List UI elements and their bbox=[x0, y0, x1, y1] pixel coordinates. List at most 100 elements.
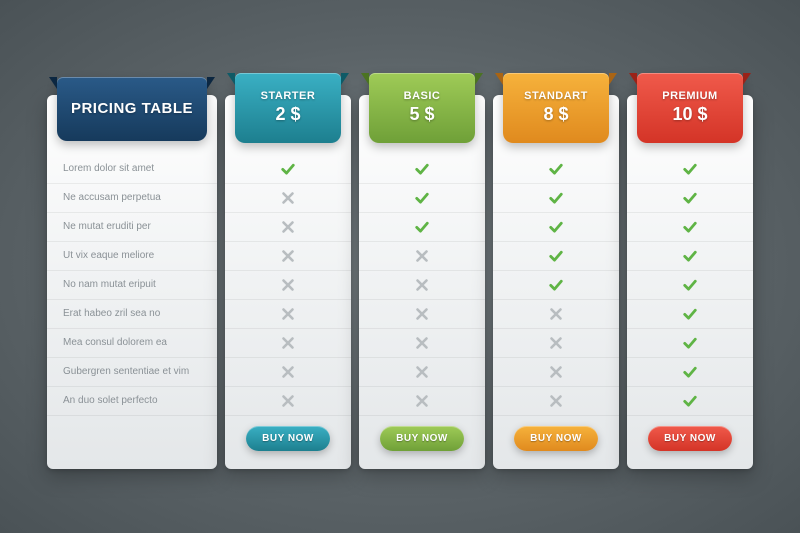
cross-icon bbox=[547, 334, 565, 352]
pricing-table: PRICING TABLE Lorem dolor sit amet Ne ac… bbox=[47, 65, 753, 469]
plan-cell bbox=[493, 300, 619, 329]
plan-cell bbox=[627, 300, 753, 329]
plan-cell bbox=[627, 358, 753, 387]
cross-icon bbox=[547, 392, 565, 410]
plan-cell bbox=[225, 184, 351, 213]
cross-icon bbox=[279, 218, 297, 236]
buy-now-button[interactable]: BUY NOW bbox=[648, 426, 732, 451]
cross-icon bbox=[413, 276, 431, 294]
check-icon bbox=[681, 218, 699, 236]
check-icon bbox=[547, 189, 565, 207]
cross-icon bbox=[279, 305, 297, 323]
check-icon bbox=[681, 276, 699, 294]
plan-cell bbox=[225, 242, 351, 271]
plan-name: BASIC bbox=[404, 90, 441, 102]
plan-body: BUY NOW bbox=[359, 95, 485, 469]
plan-cell bbox=[493, 358, 619, 387]
check-icon bbox=[547, 160, 565, 178]
check-icon bbox=[413, 160, 431, 178]
feature-row: Erat habeo zril sea no bbox=[47, 300, 217, 329]
plan-price: 8 $ bbox=[543, 104, 568, 125]
cross-icon bbox=[413, 392, 431, 410]
check-icon bbox=[547, 218, 565, 236]
check-icon bbox=[681, 392, 699, 410]
cross-icon bbox=[547, 363, 565, 381]
buy-button-wrap: BUY NOW bbox=[225, 416, 351, 455]
check-icon bbox=[279, 160, 297, 178]
plan-price: 2 $ bbox=[275, 104, 300, 125]
plan-ribbon: STARTER 2 $ bbox=[235, 73, 341, 143]
plan-cell bbox=[627, 387, 753, 416]
check-icon bbox=[681, 160, 699, 178]
plan-cell bbox=[359, 329, 485, 358]
plan-column-basic: BASIC5 $BUY NOW bbox=[359, 95, 485, 469]
plan-cell bbox=[493, 213, 619, 242]
features-list: Lorem dolor sit amet Ne accusam perpetua… bbox=[47, 95, 217, 469]
plan-name: STANDART bbox=[524, 90, 588, 102]
buy-now-button[interactable]: BUY NOW bbox=[514, 426, 598, 451]
check-icon bbox=[547, 247, 565, 265]
plan-cell bbox=[493, 329, 619, 358]
cross-icon bbox=[413, 305, 431, 323]
cross-icon bbox=[413, 247, 431, 265]
feature-row: Mea consul dolorem ea bbox=[47, 329, 217, 358]
pricing-title: PRICING TABLE bbox=[71, 100, 193, 118]
cross-icon bbox=[279, 247, 297, 265]
plan-cell bbox=[359, 387, 485, 416]
features-column: PRICING TABLE Lorem dolor sit amet Ne ac… bbox=[47, 95, 217, 469]
plan-ribbon: BASIC 5 $ bbox=[369, 73, 475, 143]
plan-cell bbox=[225, 155, 351, 184]
plan-cell bbox=[493, 271, 619, 300]
check-icon bbox=[681, 334, 699, 352]
plan-cell bbox=[493, 184, 619, 213]
plan-cell bbox=[359, 155, 485, 184]
check-icon bbox=[681, 189, 699, 207]
plan-cell bbox=[627, 271, 753, 300]
feature-row: Lorem dolor sit amet bbox=[47, 155, 217, 184]
plan-cell bbox=[493, 242, 619, 271]
plan-ribbon: PREMIUM 10 $ bbox=[637, 73, 743, 143]
check-icon bbox=[681, 305, 699, 323]
check-icon bbox=[681, 363, 699, 381]
plan-price: 10 $ bbox=[672, 104, 707, 125]
cross-icon bbox=[279, 276, 297, 294]
check-icon bbox=[681, 247, 699, 265]
plan-column-premium: PREMIUM10 $BUY NOW bbox=[627, 95, 753, 469]
plan-cell bbox=[359, 242, 485, 271]
plan-cell bbox=[225, 329, 351, 358]
plan-cell bbox=[627, 329, 753, 358]
plan-name: PREMIUM bbox=[662, 90, 717, 102]
plan-cell bbox=[359, 271, 485, 300]
buy-now-button[interactable]: BUY NOW bbox=[380, 426, 464, 451]
cross-icon bbox=[413, 363, 431, 381]
check-icon bbox=[413, 218, 431, 236]
plan-cell bbox=[627, 213, 753, 242]
buy-button-wrap: BUY NOW bbox=[359, 416, 485, 455]
cross-icon bbox=[413, 334, 431, 352]
cross-icon bbox=[279, 392, 297, 410]
plan-ribbon: STANDART 8 $ bbox=[503, 73, 609, 143]
buy-now-button[interactable]: BUY NOW bbox=[246, 426, 330, 451]
plan-body: BUY NOW bbox=[225, 95, 351, 469]
check-icon bbox=[413, 189, 431, 207]
plan-cell bbox=[359, 358, 485, 387]
plan-cell bbox=[627, 242, 753, 271]
title-ribbon: PRICING TABLE bbox=[57, 77, 207, 141]
plan-cell bbox=[493, 387, 619, 416]
plan-cell bbox=[225, 387, 351, 416]
plan-cell bbox=[359, 300, 485, 329]
plan-cell bbox=[225, 358, 351, 387]
plan-price: 5 $ bbox=[409, 104, 434, 125]
cross-icon bbox=[279, 189, 297, 207]
plan-cell bbox=[627, 184, 753, 213]
plan-name: STARTER bbox=[261, 90, 316, 102]
check-icon bbox=[547, 276, 565, 294]
plan-column-standart: STANDART8 $BUY NOW bbox=[493, 95, 619, 469]
feature-row: No nam mutat eripuit bbox=[47, 271, 217, 300]
plan-cell bbox=[493, 155, 619, 184]
plan-cell bbox=[359, 184, 485, 213]
feature-row: Ut vix eaque meliore bbox=[47, 242, 217, 271]
plan-cell bbox=[627, 155, 753, 184]
plan-cell bbox=[225, 300, 351, 329]
plan-cell bbox=[359, 213, 485, 242]
